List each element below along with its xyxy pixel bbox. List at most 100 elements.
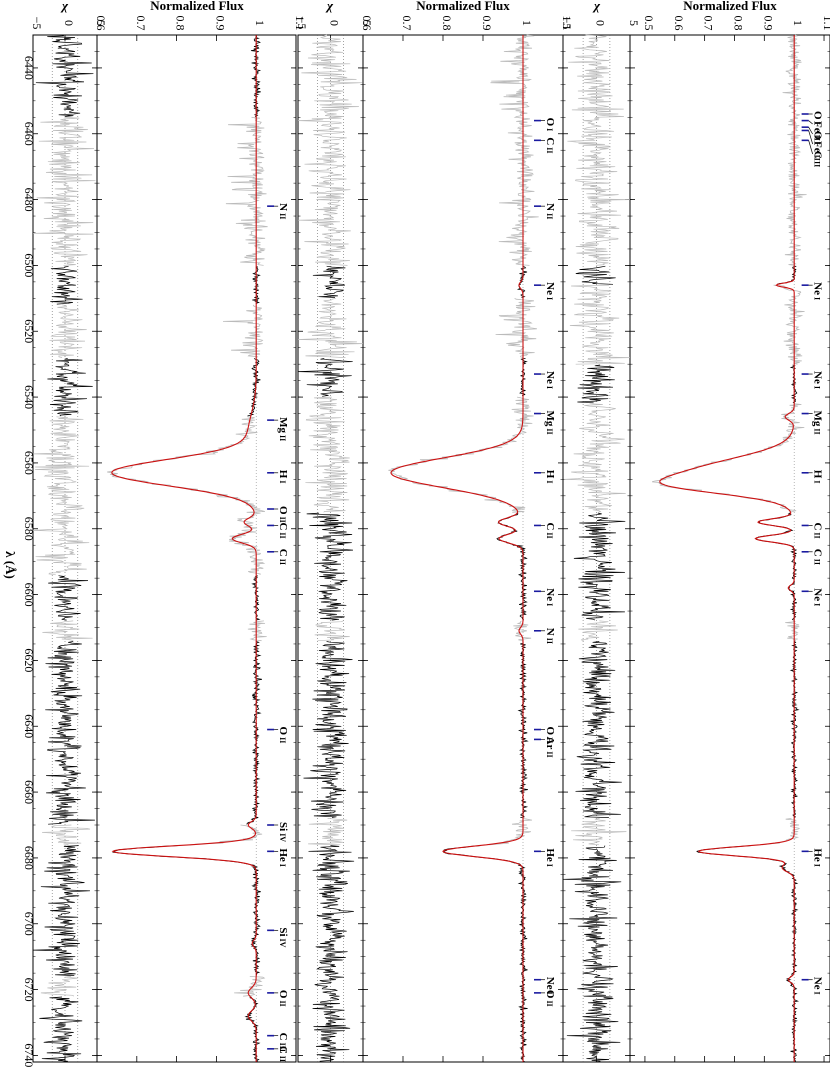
chi-residual-masked — [305, 396, 350, 513]
line-label: SiIV — [277, 822, 289, 842]
chi-residual-masked — [297, 297, 364, 358]
line-annotation: NeI — [534, 371, 556, 389]
x-tick-label: 6560 — [22, 451, 36, 475]
chi-tick-label: −5 — [30, 17, 44, 30]
line-annotation: CII — [534, 522, 556, 539]
flux-tick-label: 0.5 — [642, 16, 656, 31]
line-annotation: HeI — [534, 848, 556, 867]
flux-axis-title: Normalized Flux — [683, 0, 777, 13]
x-tick-label: 6600 — [22, 583, 36, 607]
observed-spectrum-masked — [782, 34, 807, 266]
line-label: OII — [277, 990, 289, 1007]
line-annotation: FeII — [801, 129, 824, 161]
flux-axis-title: Normalized Flux — [150, 0, 244, 13]
line-label: CII — [812, 549, 824, 565]
line-annotation: HeI — [267, 848, 289, 867]
line-label: OII — [277, 727, 289, 744]
line-label: HI — [544, 470, 556, 484]
observed-spectrum-masked — [247, 620, 267, 642]
chi-residual — [306, 512, 354, 621]
observed-spectrum-masked — [495, 297, 537, 358]
chi-residual — [39, 996, 83, 1063]
chi-residual — [575, 265, 616, 285]
chi-residual — [32, 845, 91, 976]
line-annotation: CII — [801, 139, 824, 167]
x-tick-label: 6680 — [22, 846, 36, 870]
line-annotation: HI — [534, 470, 556, 484]
x-tick-label: 6520 — [22, 319, 36, 343]
flux-tick-label: 1.1 — [293, 16, 307, 31]
line-label: OII — [544, 727, 556, 744]
chi-residual — [35, 34, 94, 117]
flux-tick-label: 1 — [791, 20, 805, 26]
observed-spectrum-masked — [189, 824, 263, 846]
line-label: NII — [544, 203, 556, 219]
line-annotation: HI — [801, 470, 824, 483]
chi-residual — [577, 364, 615, 404]
chi-residual-masked — [567, 34, 631, 266]
chi-tick-label: −5 — [560, 17, 574, 30]
observed-spectrum-masked — [234, 976, 266, 997]
flux-tick-label: 0.8 — [174, 16, 188, 31]
line-annotation: NII — [534, 628, 556, 644]
x-tick-label: 6480 — [22, 188, 36, 212]
line-annotation: OII — [534, 990, 556, 1007]
observed-spectrum — [517, 641, 529, 818]
line-annotation: NeI — [801, 588, 824, 606]
chi-residual-masked — [42, 824, 91, 846]
x-tick-label: 6700 — [22, 912, 36, 936]
flux-tick-label: 0.7 — [400, 16, 414, 31]
line-annotation: NeI — [801, 371, 824, 389]
line-label: CII — [544, 137, 556, 153]
line-annotation: NII — [534, 203, 556, 219]
line-annotation: CII — [267, 549, 289, 565]
line-label: NeI — [812, 371, 824, 389]
chi-residual-masked — [297, 34, 363, 266]
line-connector — [808, 120, 813, 125]
line-label: NeI — [544, 977, 556, 995]
line-annotation: NII — [267, 203, 289, 219]
flux-tick-label: 1.1 — [821, 16, 830, 31]
x-tick-label: 6500 — [22, 253, 36, 277]
chi-residual-masked — [569, 284, 631, 365]
line-annotation: OI — [801, 111, 824, 125]
line-label: OII — [277, 506, 289, 523]
flux-tick-label: 0.9 — [761, 16, 775, 31]
line-annotation: NeI — [801, 282, 824, 300]
chi-residual — [297, 358, 353, 397]
chi-residual — [573, 512, 626, 621]
chi-residual-masked — [32, 116, 96, 266]
flux-frame — [629, 34, 830, 1063]
chi-axis-title: χ — [592, 0, 601, 13]
line-label: CIII — [277, 1033, 289, 1052]
chi-tick-label: 5 — [627, 20, 641, 26]
line-label: HeI — [812, 848, 824, 867]
x-tick-label: 6660 — [22, 780, 36, 804]
observed-spectrum — [247, 358, 261, 417]
line-label: OI — [812, 111, 824, 125]
flux-tick-label: 0.6 — [360, 16, 374, 31]
chi-tick-label: 0 — [328, 20, 342, 26]
model-spectrum — [659, 35, 795, 1062]
line-label: NeI — [812, 282, 824, 300]
wavelength-axis-title: λ (Å) — [3, 551, 18, 579]
flux-axis-title: Normalized Flux — [416, 0, 510, 13]
line-label: CII — [277, 1046, 289, 1062]
observed-spectrum-masked — [785, 620, 800, 642]
chi-residual-masked — [564, 403, 626, 513]
line-annotation: HI — [267, 470, 289, 483]
line-label: NII — [544, 628, 556, 644]
panel-middle: 0.6 0.7 0.8 0.9 1 1.1−5 0 5OICIINIINeINeIMgIIHI… — [295, 16, 574, 1063]
x-tick-label: 6460 — [22, 122, 36, 146]
flux-tick-label: 0.7 — [134, 16, 148, 31]
line-annotation: CII — [534, 137, 556, 154]
x-tick-label: 6740 — [22, 1043, 36, 1067]
line-label: SiIV — [277, 927, 289, 947]
line-label: FeII — [812, 141, 824, 161]
line-label: CII — [277, 522, 289, 538]
chi-residual — [47, 358, 93, 417]
panel-right: 0.5 0.6 0.7 0.8 0.9 1 1.1−5 0 5OIFeIIOIFeIICIINe… — [560, 16, 830, 1063]
line-label: OI — [812, 131, 824, 145]
line-annotation: OII — [534, 727, 556, 744]
